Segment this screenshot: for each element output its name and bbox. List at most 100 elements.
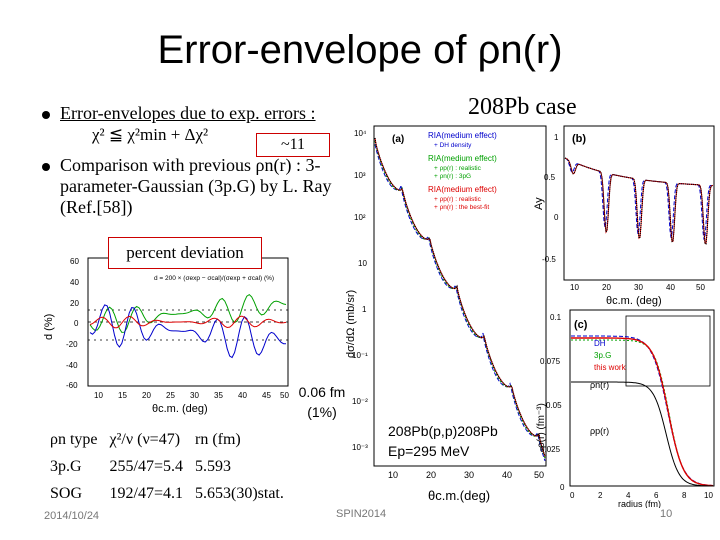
cs-xtick-50: 50: [534, 470, 544, 480]
table-header-type: ρn type: [50, 431, 98, 448]
analyzing-power-bestfit-series: [564, 157, 713, 245]
ay-ytick-0: 0: [554, 213, 559, 222]
pd-ytick-40: 40: [70, 278, 79, 287]
bullet-comparison-text: Comparison with previous ρn(r) : 3-: [60, 155, 321, 175]
bullet-dot-icon: [42, 110, 50, 119]
percent-deviation-bestfit-series: [89, 315, 287, 329]
ay-xtick-50: 50: [696, 283, 705, 292]
cs-legend-1: RIA(medium effect): [428, 131, 497, 140]
rho-xlabel: radius (fm): [618, 499, 661, 508]
table-cell: 5.593: [195, 458, 231, 475]
ay-xlabel: θc.m. (deg): [606, 295, 662, 307]
density-rho-p-label: ρp(r): [590, 426, 609, 436]
analyzing-power-plot: (b) 1 0.5 0 -0.5 10 20 30 40 50 θc.m. (d…: [533, 125, 715, 307]
rho-ytick-0075: 0.075: [540, 357, 561, 366]
table-cell: SOG: [50, 485, 83, 502]
pd-xtick-25: 25: [166, 391, 175, 400]
percent-deviation-dh-series: [89, 304, 287, 359]
cs-ytick-1: 10⁴: [354, 129, 367, 138]
footer-conference: SPIN2014: [336, 508, 387, 520]
cs-legend-4: + ρp(r) : realistic: [434, 165, 482, 172]
pd-ytick-60: 60: [70, 257, 79, 266]
rho-ytick-005: 0.05: [546, 401, 562, 410]
table-header-chi2: χ²/ν (ν=47): [109, 431, 181, 448]
bullet-error-envelopes: Error-envelopes due to exp. errors :: [42, 103, 372, 124]
rho-xtick-10: 10: [704, 491, 713, 500]
pd-xlabel: θc.m. (deg): [152, 403, 208, 415]
rho-ytick-0025: 0.025: [540, 445, 561, 454]
density-legend-3pg: 3p.G: [594, 351, 611, 360]
pd-xtick-50: 50: [280, 391, 289, 400]
ay-xtick-40: 40: [666, 283, 675, 292]
ay-ytick-05: 0.5: [544, 173, 556, 182]
pd-formula: d = 200 × (σexp − σcal)/(σexp + σcal) (%…: [154, 275, 274, 282]
cs-ylabel: dσ/dΩ (mb/sr): [345, 290, 357, 358]
cs-reaction: 208Pb(p,p)208Pb: [388, 423, 498, 439]
table-cell: 5.653(30)stat.: [195, 485, 284, 502]
cs-xtick-10: 10: [388, 470, 398, 480]
pd-xtick-10: 10: [94, 391, 103, 400]
cs-energy: Ep=295 MeV: [388, 443, 470, 459]
bullet-comparison-continuation: parameter-Gaussian (3p.G) by L. Ray (Ref…: [60, 176, 332, 217]
pd-xtick-15: 15: [118, 391, 127, 400]
density-plot: (c) DH 3p.G this work ρn(r) ρp(r) 0.1 0.…: [536, 309, 715, 508]
cross-section-bestfit-series: [374, 137, 546, 457]
cs-xlabel: θc.m.(deg): [428, 488, 490, 503]
footer-page-number: 10: [660, 508, 673, 520]
rho-ytick-0: 0: [560, 483, 565, 492]
radius-uncertainty-callout: 0.06 fm (1%): [298, 384, 346, 420]
table-row: SOG 192/47=4.1 5.653(30)stat.: [44, 482, 290, 509]
ay-ytick-neg05: -0.5: [542, 255, 556, 264]
cs-legend-2: + DH density: [434, 142, 472, 149]
rho-ylabel: ρ(r) (fm⁻³): [536, 403, 547, 448]
cs-xtick-40: 40: [502, 470, 512, 480]
cs-ytick-3: 10²: [354, 213, 366, 222]
table-row: 3p.G 255/47=5.4 5.593: [44, 455, 290, 482]
ay-xtick-20: 20: [602, 283, 611, 292]
pd-ytick-neg60: -60: [66, 381, 78, 390]
table-cell: 3p.G: [50, 458, 82, 475]
rho-xtick-0: 0: [570, 491, 575, 500]
cs-ytick-2: 10³: [354, 171, 366, 180]
ay-xtick-10: 10: [570, 283, 579, 292]
pd-xtick-40: 40: [238, 391, 247, 400]
cs-legend-3: RIA(medium effect): [428, 154, 497, 163]
pd-xtick-45: 45: [262, 391, 271, 400]
pd-xtick-20: 20: [142, 391, 151, 400]
rho-ytick-01: 0.1: [550, 313, 562, 322]
cross-section-3pg-series: [374, 140, 546, 459]
rho-xtick-2: 2: [598, 491, 603, 500]
cs-ytick-8: 10⁻³: [352, 443, 368, 452]
chi-square-condition: χ² ≦ χ²min + Δχ²: [92, 125, 209, 144]
cs-xtick-20: 20: [426, 470, 436, 480]
cs-xtick-30: 30: [464, 470, 474, 480]
table-cell: 192/47=4.1: [109, 485, 183, 502]
cs-legend-7: + ρp(r) : realistic: [434, 196, 482, 203]
cross-section-panel-label: (a): [392, 134, 404, 145]
percent-deviation-3pg-series: [89, 293, 287, 333]
analyzing-power-frame: [563, 125, 715, 281]
density-inset: [625, 315, 711, 387]
table-header-row: ρn type χ²/ν (ν=47) rn (fm): [44, 428, 290, 455]
cross-section-dh-series: [374, 144, 546, 462]
footer-date: 2014/10/24: [44, 510, 100, 522]
pd-ylabel: d (%): [43, 314, 55, 340]
cs-ytick-5: 1: [362, 305, 367, 314]
cs-ytick-4: 10: [358, 259, 367, 268]
density-legend-dh: DH: [594, 339, 606, 348]
table-cell: 255/47=5.4: [109, 458, 183, 475]
cs-legend-8: + ρn(r) : the best-fit: [434, 204, 489, 211]
ay-xtick-30: 30: [634, 283, 643, 292]
pd-ytick-0: 0: [74, 319, 79, 328]
rho-xtick-4: 4: [626, 491, 631, 500]
ay-ytick-1: 1: [554, 133, 559, 142]
bullet-comparison: Comparison with previous ρn(r) : 3-: [42, 155, 342, 176]
percent-deviation-plot: 60 40 20 0 -20 -40 -60 10 15 20 25 30 35…: [43, 257, 289, 415]
pd-xtick-35: 35: [214, 391, 223, 400]
pd-xtick-30: 30: [190, 391, 199, 400]
density-rho-n-label: ρn(r): [590, 380, 609, 390]
pd-ytick-neg40: -40: [66, 361, 78, 370]
ay-ylabel: Ay: [533, 197, 545, 210]
results-table: ρn type χ²/ν (ν=47) rn (fm) 3p.G 255/47=…: [44, 428, 290, 509]
density-legend-this-work: this work: [594, 363, 627, 372]
